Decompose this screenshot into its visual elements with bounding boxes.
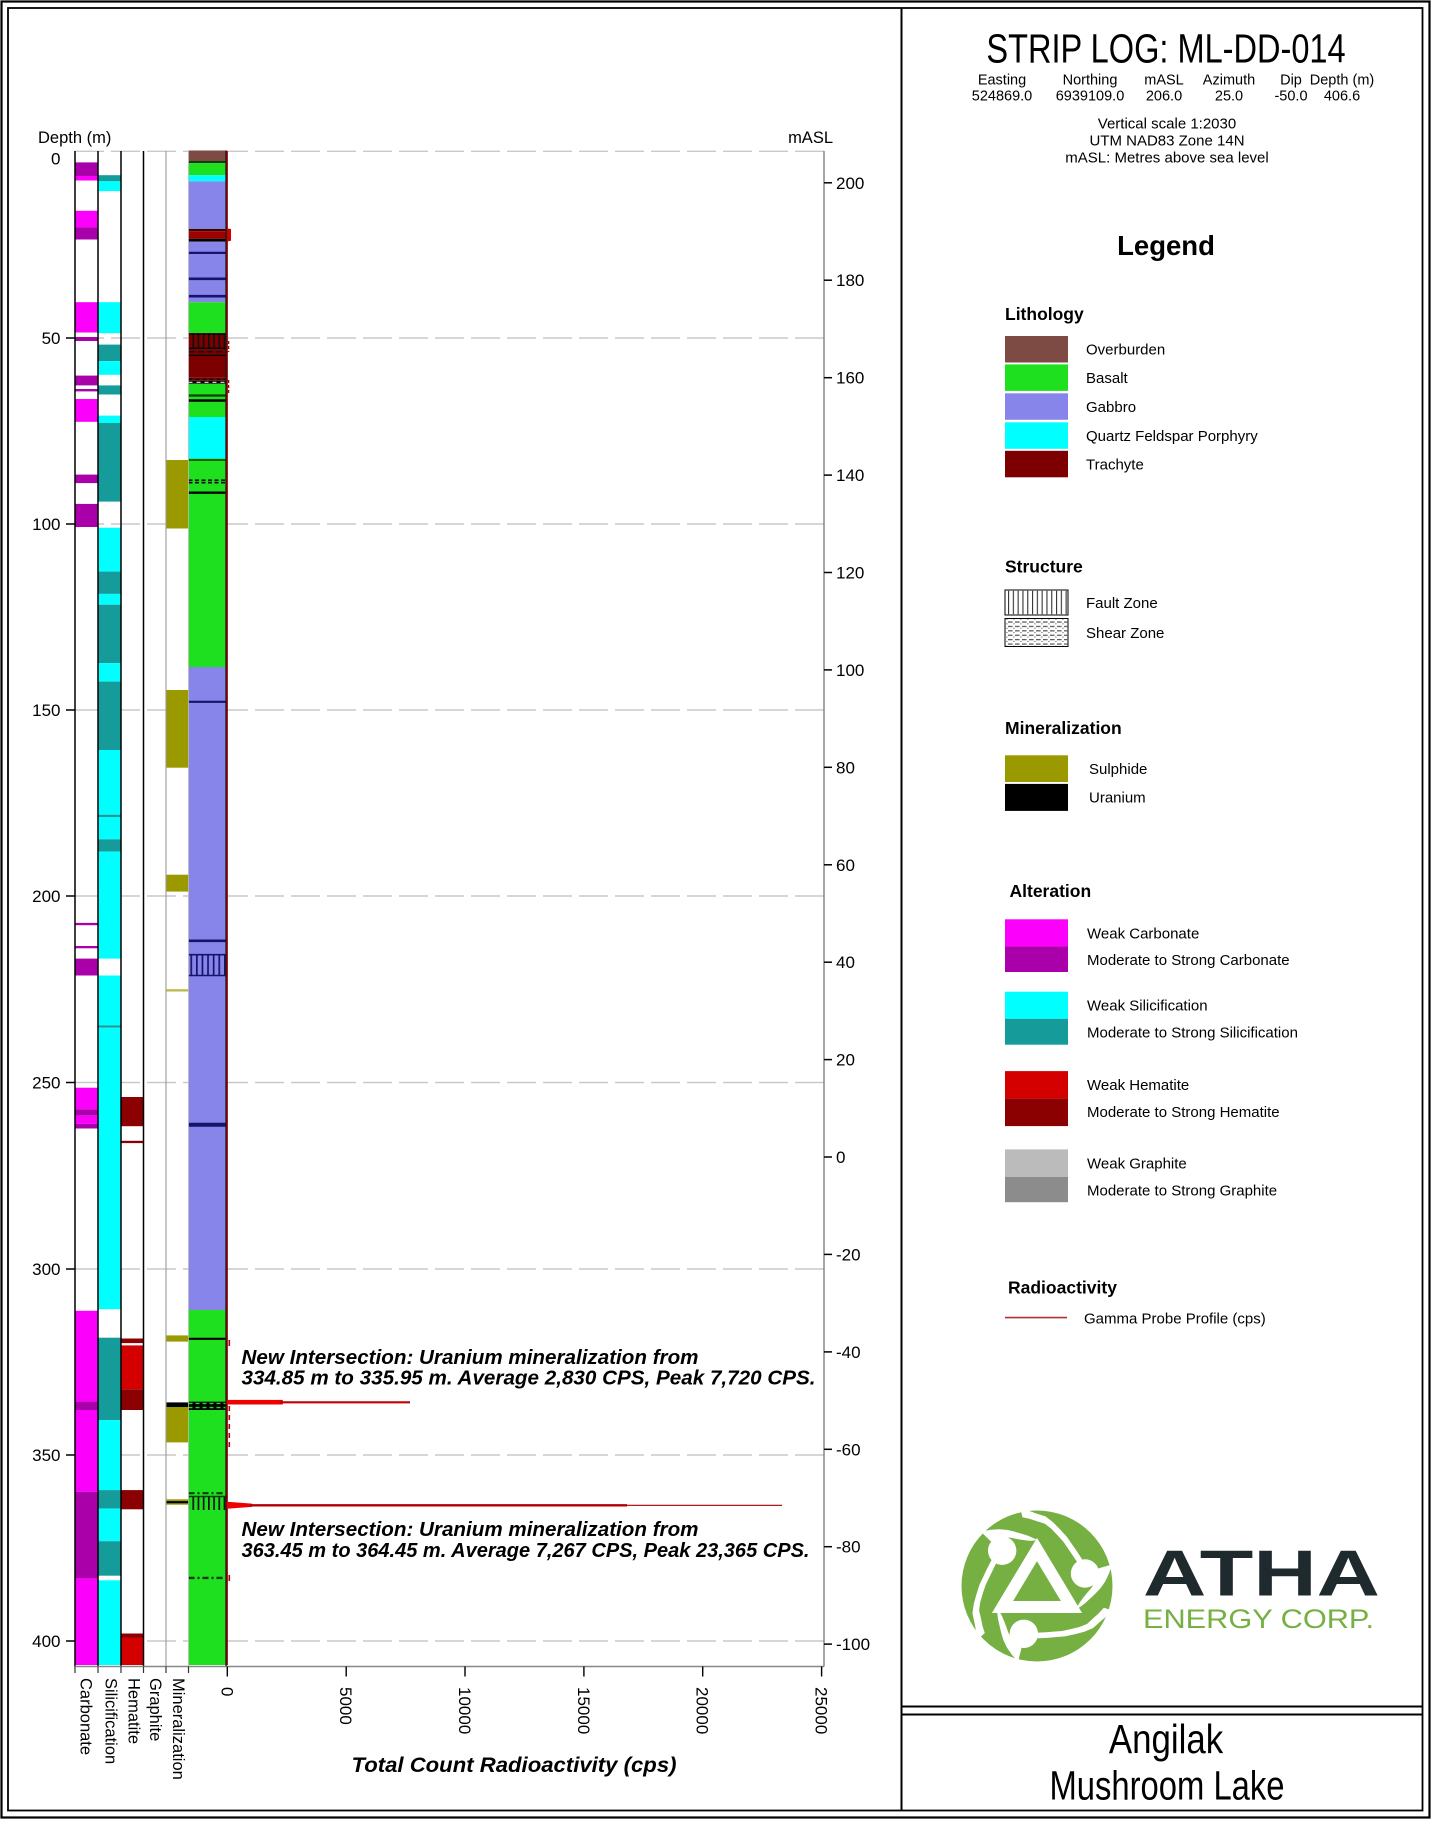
svg-text:Fault Zone: Fault Zone — [1086, 595, 1158, 612]
svg-text:5000: 5000 — [336, 1687, 355, 1725]
svg-text:Gamma Probe Profile (cps): Gamma Probe Profile (cps) — [1084, 1311, 1266, 1328]
svg-text:200: 200 — [32, 887, 60, 906]
svg-text:Moderate to Strong Carbonate: Moderate to Strong Carbonate — [1087, 952, 1290, 969]
svg-text:-80: -80 — [836, 1538, 861, 1557]
svg-text:15000: 15000 — [574, 1687, 593, 1734]
svg-text:Overburden: Overburden — [1086, 342, 1165, 359]
svg-text:-20: -20 — [836, 1245, 861, 1264]
svg-text:Weak Hematite: Weak Hematite — [1087, 1077, 1189, 1094]
svg-text:160: 160 — [836, 369, 864, 388]
svg-text:25000: 25000 — [812, 1687, 831, 1734]
svg-text:Gabbro: Gabbro — [1086, 399, 1136, 416]
svg-text:Quartz Feldspar Porphyry: Quartz Feldspar Porphyry — [1086, 428, 1258, 445]
svg-text:206.0: 206.0 — [1146, 89, 1182, 105]
svg-text:-50.0: -50.0 — [1274, 89, 1307, 105]
svg-text:6939109.0: 6939109.0 — [1056, 89, 1125, 105]
svg-text:mASL: mASL — [788, 129, 833, 147]
svg-text:UTM NAD83 Zone 14N: UTM NAD83 Zone 14N — [1089, 133, 1244, 150]
svg-text:Moderate to Strong Graphite: Moderate to Strong Graphite — [1087, 1182, 1277, 1199]
svg-text:Dip: Dip — [1280, 73, 1302, 89]
svg-text:Silicification: Silicification — [102, 1678, 120, 1764]
svg-text:25.0: 25.0 — [1215, 89, 1243, 105]
svg-text:Alteration: Alteration — [1010, 881, 1092, 901]
svg-text:Mineralization: Mineralization — [1005, 718, 1122, 738]
svg-text:ENERGY CORP.: ENERGY CORP. — [1143, 1604, 1374, 1634]
svg-text:Basalt: Basalt — [1086, 370, 1129, 387]
svg-text:Vertical scale 1:2030: Vertical scale 1:2030 — [1098, 116, 1236, 133]
svg-text:Moderate to Strong Hematite: Moderate to Strong Hematite — [1087, 1104, 1280, 1121]
svg-text:120: 120 — [836, 564, 864, 583]
svg-text:Shear Zone: Shear Zone — [1086, 625, 1164, 642]
svg-text:Depth (m): Depth (m) — [1310, 73, 1374, 89]
svg-text:Trachyte: Trachyte — [1086, 456, 1144, 473]
svg-text:100: 100 — [32, 515, 60, 534]
svg-text:Weak Graphite: Weak Graphite — [1087, 1155, 1187, 1172]
svg-text:Depth (m): Depth (m) — [38, 129, 111, 147]
svg-text:Moderate to Strong Silicificat: Moderate to Strong Silicification — [1087, 1024, 1298, 1041]
svg-text:Angilak: Angilak — [1109, 1717, 1224, 1762]
svg-text:-100: -100 — [836, 1635, 870, 1654]
svg-text:140: 140 — [836, 466, 864, 485]
svg-text:0: 0 — [217, 1687, 236, 1696]
svg-text:ATHA: ATHA — [1143, 1537, 1380, 1610]
svg-text:20000: 20000 — [693, 1687, 712, 1734]
svg-text:80: 80 — [836, 758, 855, 777]
svg-text:Uranium: Uranium — [1089, 790, 1146, 807]
svg-text:Northing: Northing — [1063, 73, 1118, 89]
svg-text:363.45 m to 364.45 m. Average: 363.45 m to 364.45 m. Average 7,267 CPS,… — [242, 1539, 810, 1562]
svg-text:50: 50 — [42, 329, 61, 348]
svg-text:40: 40 — [836, 953, 855, 972]
svg-text:Mushroom Lake: Mushroom Lake — [1049, 1762, 1284, 1808]
svg-text:Weak Silicification: Weak Silicification — [1087, 998, 1208, 1015]
svg-text:10000: 10000 — [455, 1687, 474, 1734]
svg-text:-60: -60 — [836, 1440, 861, 1459]
svg-text:400: 400 — [32, 1632, 60, 1651]
svg-text:Legend: Legend — [1117, 230, 1215, 261]
svg-text:Azimuth: Azimuth — [1203, 73, 1255, 89]
svg-text:350: 350 — [32, 1446, 60, 1465]
svg-text:Radioactivity: Radioactivity — [1008, 1278, 1117, 1298]
svg-text:334.85 m to 335.95 m. Average: 334.85 m to 335.95 m. Average 2,830 CPS,… — [242, 1366, 816, 1389]
svg-text:Weak Carbonate: Weak Carbonate — [1087, 925, 1199, 942]
svg-text:New Intersection: Uranium mine: New Intersection: Uranium mineralization… — [242, 1346, 699, 1369]
svg-text:Easting: Easting — [978, 73, 1026, 89]
svg-text:0: 0 — [836, 1148, 845, 1167]
svg-text:Carbonate: Carbonate — [77, 1678, 95, 1755]
svg-text:STRIP LOG: ML-DD-014: STRIP LOG: ML-DD-014 — [986, 25, 1345, 72]
svg-text:Structure: Structure — [1005, 557, 1083, 577]
svg-text:300: 300 — [32, 1260, 60, 1279]
svg-text:100: 100 — [836, 661, 864, 680]
svg-text:250: 250 — [32, 1074, 60, 1093]
svg-text:-40: -40 — [836, 1343, 861, 1362]
svg-text:mASL: Metres above sea level: mASL: Metres above sea level — [1065, 150, 1268, 167]
svg-text:60: 60 — [836, 856, 855, 875]
svg-text:New Intersection: Uranium mine: New Intersection: Uranium mineralization… — [242, 1518, 699, 1541]
svg-text:Total Count Radioactivity (cps: Total Count Radioactivity (cps) — [352, 1753, 677, 1777]
svg-text:200: 200 — [836, 174, 864, 193]
svg-text:mASL: mASL — [1144, 73, 1184, 89]
svg-text:150: 150 — [32, 701, 60, 720]
svg-text:Lithology: Lithology — [1005, 304, 1084, 324]
svg-text:0: 0 — [51, 150, 60, 169]
svg-text:Graphite: Graphite — [146, 1678, 164, 1741]
svg-text:Sulphide: Sulphide — [1089, 761, 1147, 778]
svg-text:Hematite: Hematite — [125, 1678, 143, 1744]
svg-text:Mineralization: Mineralization — [169, 1678, 187, 1780]
svg-text:524869.0: 524869.0 — [972, 89, 1032, 105]
svg-text:20: 20 — [836, 1051, 855, 1070]
svg-text:406.6: 406.6 — [1324, 89, 1360, 105]
svg-text:180: 180 — [836, 271, 864, 290]
